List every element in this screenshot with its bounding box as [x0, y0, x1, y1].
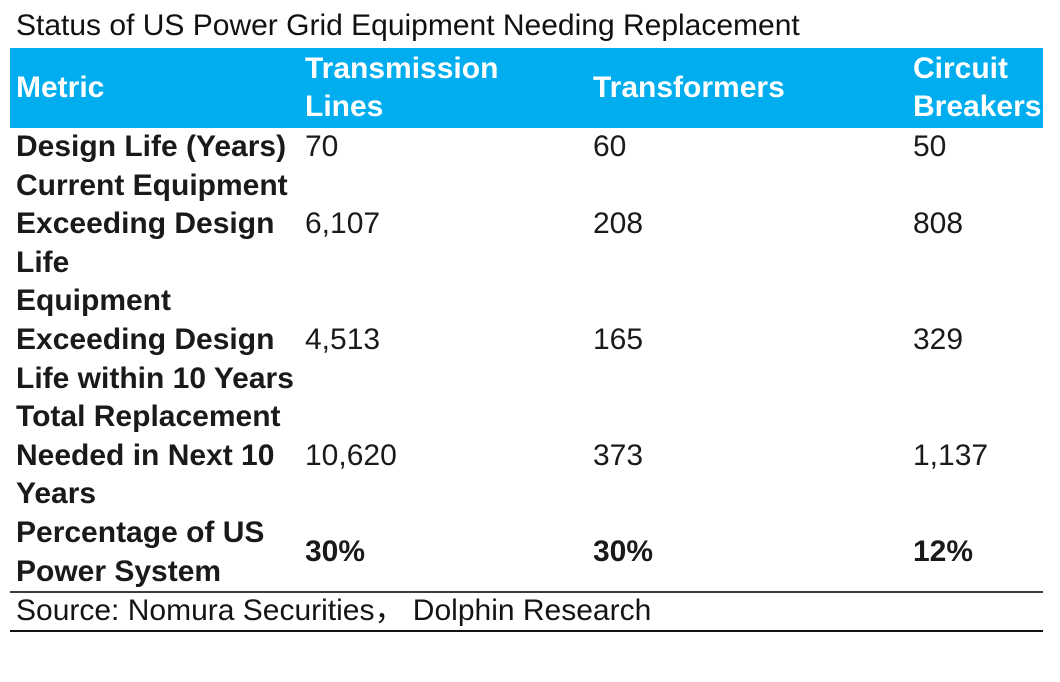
- value-transformers: 60: [593, 130, 627, 163]
- value-transmission-lines: 4,513: [305, 322, 381, 356]
- table-row-total-replacement: Total Replacement Needed in Next 10 Year…: [10, 398, 1043, 514]
- metric-label: Design Life (Years): [16, 130, 287, 163]
- metric-label: Current Equipment Exceeding Design Life: [16, 168, 288, 279]
- table-row-design-life: Design Life (Years) 70 60 50: [10, 128, 1043, 167]
- value-transmission-lines: 10,620: [305, 438, 397, 472]
- equipment-status-table: Metric Transmission Lines Transformers C…: [10, 48, 1043, 591]
- metric-label: Total Replacement Needed in Next 10 Year…: [16, 400, 281, 511]
- value-transmission-lines: 6,107: [305, 207, 381, 241]
- column-header-circuit-breakers: Circuit Breakers: [907, 48, 1043, 128]
- figure-container: Status of US Power Grid Equipment Needin…: [0, 6, 1060, 633]
- source-note: Source: Nomura Securities， Dolphin Resea…: [10, 591, 1043, 633]
- value-circuit-breakers: 1,137: [913, 438, 989, 472]
- figure-title: Status of US Power Grid Equipment Needin…: [16, 9, 800, 42]
- metric-label: Equipment Exceeding Design Life within 1…: [16, 284, 294, 395]
- value-circuit-breakers: 50: [913, 130, 947, 163]
- table-row-percentage-of-us-power-system: Percentage of US Power System 30% 30% 12…: [10, 514, 1043, 591]
- table-header-row: Metric Transmission Lines Transformers C…: [10, 48, 1043, 128]
- value-circuit-breakers: 12%: [913, 535, 974, 569]
- column-header-transmission-lines: Transmission Lines: [299, 48, 587, 128]
- table-row-current-exceeding: Current Equipment Exceeding Design Life …: [10, 167, 1043, 283]
- column-header-transformers: Transformers: [587, 48, 907, 128]
- value-transmission-lines: 30%: [305, 535, 366, 569]
- value-transmission-lines: 70: [305, 130, 339, 163]
- value-circuit-breakers: 808: [913, 207, 964, 241]
- value-transformers: 165: [593, 322, 644, 356]
- value-transformers: 373: [593, 438, 644, 472]
- value-transformers: 208: [593, 207, 644, 241]
- value-transformers: 30%: [593, 535, 654, 569]
- table-row-exceeding-within-10-years: Equipment Exceeding Design Life within 1…: [10, 282, 1043, 398]
- value-circuit-breakers: 329: [913, 322, 964, 356]
- column-header-metric: Metric: [10, 48, 299, 128]
- metric-label: Percentage of US Power System: [16, 515, 265, 588]
